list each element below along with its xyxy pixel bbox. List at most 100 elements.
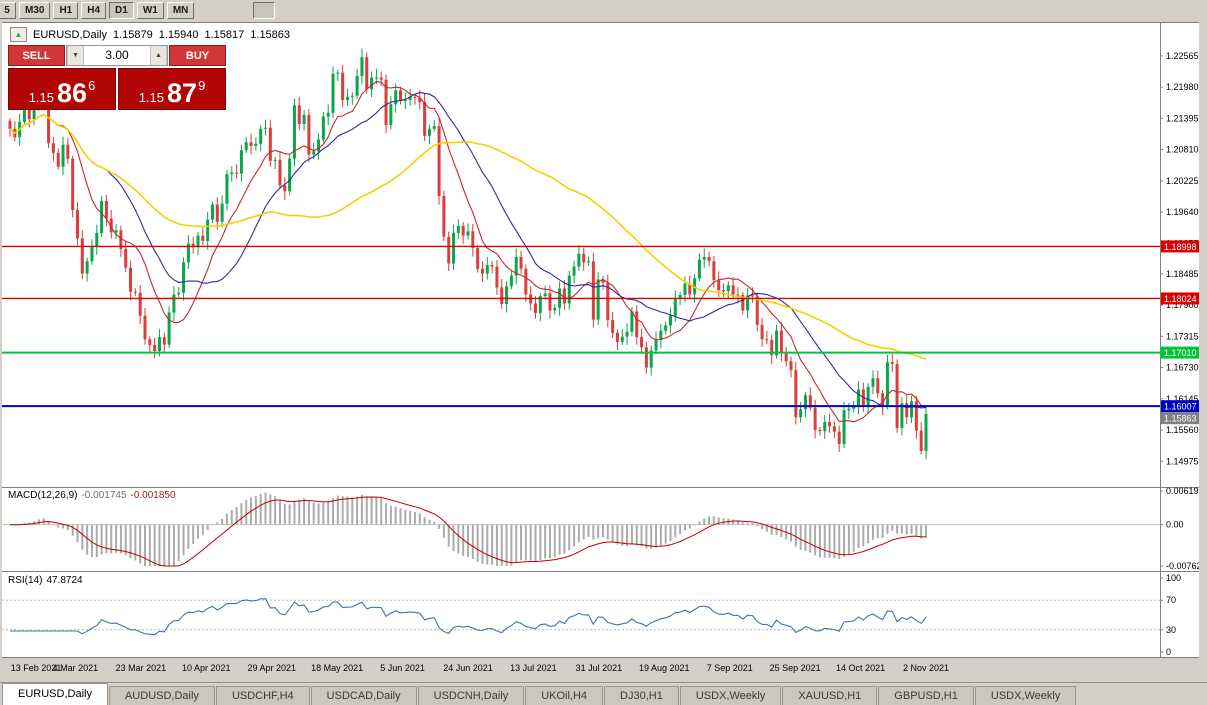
svg-text:70: 70 [1166,595,1176,605]
macd-label: MACD(12,26,9) -0.001745 -0.001850 [8,490,176,501]
chart-tab-gbpusd-h1[interactable]: GBPUSD,H1 [878,686,974,705]
svg-text:13 Jul 2021: 13 Jul 2021 [510,663,557,673]
price-level-tag: 1.15863 [1161,412,1199,425]
buy-price-point: 9 [198,78,206,93]
svg-text:10 Apr 2021: 10 Apr 2021 [182,663,231,673]
chart-tab-usdchf-h4[interactable]: USDCHF,H4 [215,686,310,705]
svg-text:23 Mar 2021: 23 Mar 2021 [116,663,167,673]
ohlc-high: 1.15940 [158,28,199,41]
chart-tab-usdcnh-daily[interactable]: USDCNH,Daily [417,686,525,705]
volume-control: ▼ 3.00 ▲ [66,45,168,66]
svg-text:1.18024: 1.18024 [1164,294,1197,304]
rsi-name: RSI(14) [8,575,43,586]
timeframe-button-H4[interactable]: H4 [81,2,107,19]
chart-tab-usdx-weekly[interactable]: USDX,Weekly [974,686,1077,705]
price-level-tag: 1.18024 [1161,292,1199,305]
buy-button[interactable]: BUY [169,45,226,66]
rsi-value: 47.8724 [46,575,83,586]
one-click-trading-panel: SELL ▼ 3.00 ▲ BUY 1.15 86 6 1.15 87 9 [8,45,226,110]
price-level-tag: 1.16007 [1161,400,1199,413]
chart-tab-xauusd-h1[interactable]: XAUUSD,H1 [782,686,878,705]
svg-text:14 Oct 2021: 14 Oct 2021 [836,663,885,673]
macd-signal-line [9,496,927,567]
svg-text:30: 30 [1166,625,1176,635]
svg-text:1.22565: 1.22565 [1166,51,1199,61]
rsi-line [10,598,927,636]
svg-text:25 Sep 2021: 25 Sep 2021 [770,663,821,673]
chart-canvas[interactable]: 1.22565 1.21980 1.21395 1.20810 1.20225 1.196… [2,22,1199,678]
timeframe-button-D1[interactable]: D1 [109,2,134,19]
macd-name: MACD(12,26,9) [8,490,78,501]
buy-price-pips: 87 [167,78,198,109]
chart-tab-usdcad-daily[interactable]: USDCAD,Daily [310,686,417,705]
svg-text:1.21980: 1.21980 [1166,82,1199,92]
ohlc-open: 1.15879 [112,28,153,41]
price-level-tag: 1.18998 [1161,240,1199,253]
svg-text:-0.007621: -0.007621 [1166,561,1199,571]
ohlc-low: 1.15817 [204,28,245,41]
timeframe-toolbar: 5 M30 H1 H4 D1 W1 MN [0,0,1207,21]
moving-average-21 [9,91,927,409]
moving-average-10 [9,81,927,423]
svg-text:1.16007: 1.16007 [1164,402,1197,412]
chart-tab-usdx-weekly[interactable]: USDX,Weekly [679,686,782,705]
ohlc-close: 1.15863 [250,28,291,41]
toolbar-blank-button[interactable] [253,2,276,19]
svg-text:7 Sep 2021: 7 Sep 2021 [707,663,753,673]
svg-text:18 May 2021: 18 May 2021 [311,663,363,673]
svg-text:2 Nov 2021: 2 Nov 2021 [903,663,949,673]
chart-tab-eurusd-daily[interactable]: EURUSD,Daily [2,683,108,705]
sell-price-point: 6 [88,78,96,93]
svg-text:1.21395: 1.21395 [1166,113,1199,123]
volume-input[interactable]: 3.00 [105,48,129,62]
svg-text:100: 100 [1166,573,1181,583]
sell-price-display[interactable]: 1.15 86 6 [8,68,116,110]
svg-text:1.20225: 1.20225 [1166,176,1199,186]
svg-text:13 Feb 2021: 13 Feb 2021 [11,663,62,673]
chart-up-icon: ▲ [10,27,27,42]
svg-text:0.00: 0.00 [1166,520,1184,530]
svg-text:1.15863: 1.15863 [1164,414,1197,424]
volume-decrease-button[interactable]: ▼ [67,46,84,65]
price-axis: 1.22565 1.21980 1.21395 1.20810 1.20225 1.196… [1160,51,1199,657]
svg-text:0.006193: 0.006193 [1166,486,1199,496]
svg-text:1.15560: 1.15560 [1166,425,1199,435]
chart-symbol: EURUSD,Daily [33,28,107,41]
svg-text:1.20810: 1.20810 [1166,145,1199,155]
timeframe-button-MN[interactable]: MN [166,2,195,19]
svg-text:1.19640: 1.19640 [1166,207,1199,217]
timeframe-button-H1[interactable]: H1 [53,2,79,19]
svg-text:5 Jun 2021: 5 Jun 2021 [380,663,425,673]
svg-text:0: 0 [1166,647,1171,657]
timeframe-button-5[interactable]: 5 [0,2,16,19]
svg-text:1.16145: 1.16145 [1166,394,1199,404]
svg-text:1.17010: 1.17010 [1164,348,1197,358]
macd-histogram [9,492,927,566]
macd-value-1: -0.001745 [81,490,127,501]
svg-text:1.17315: 1.17315 [1166,331,1199,341]
timeframe-button-M30[interactable]: M30 [19,2,51,19]
svg-text:1.18485: 1.18485 [1166,269,1199,279]
rsi-label: RSI(14) 47.8724 [8,575,83,586]
chart-tab-audusd-daily[interactable]: AUDUSD,Daily [108,686,215,705]
svg-text:19 Aug 2021: 19 Aug 2021 [639,663,690,673]
svg-text:1.17900: 1.17900 [1166,300,1199,310]
chart-tab-dj30-h1[interactable]: DJ30,H1 [604,686,679,705]
buy-price-display[interactable]: 1.15 87 9 [118,68,226,110]
svg-text:31 Jul 2021: 31 Jul 2021 [576,663,623,673]
svg-text:1.14975: 1.14975 [1166,456,1199,466]
chart-header: ▲ EURUSD,Daily 1.15879 1.15940 1.15817 1… [10,27,290,42]
timeframe-button-W1[interactable]: W1 [136,2,164,19]
sell-button[interactable]: SELL [8,45,65,66]
svg-text:1.18998: 1.18998 [1164,242,1197,252]
svg-text:24 Jun 2021: 24 Jun 2021 [443,663,493,673]
svg-text:1.16730: 1.16730 [1166,363,1199,373]
chart-tabs-bar: EURUSD,Daily AUDUSD,Daily USDCHF,H4 USDCAD,… [0,682,1207,705]
volume-increase-button[interactable]: ▲ [150,46,167,65]
moving-average-55 [9,113,927,360]
chart-tab-ukoil-h4[interactable]: UKOil,H4 [525,686,604,705]
svg-text:29 Apr 2021: 29 Apr 2021 [247,663,296,673]
sell-price-pips: 86 [57,78,88,109]
